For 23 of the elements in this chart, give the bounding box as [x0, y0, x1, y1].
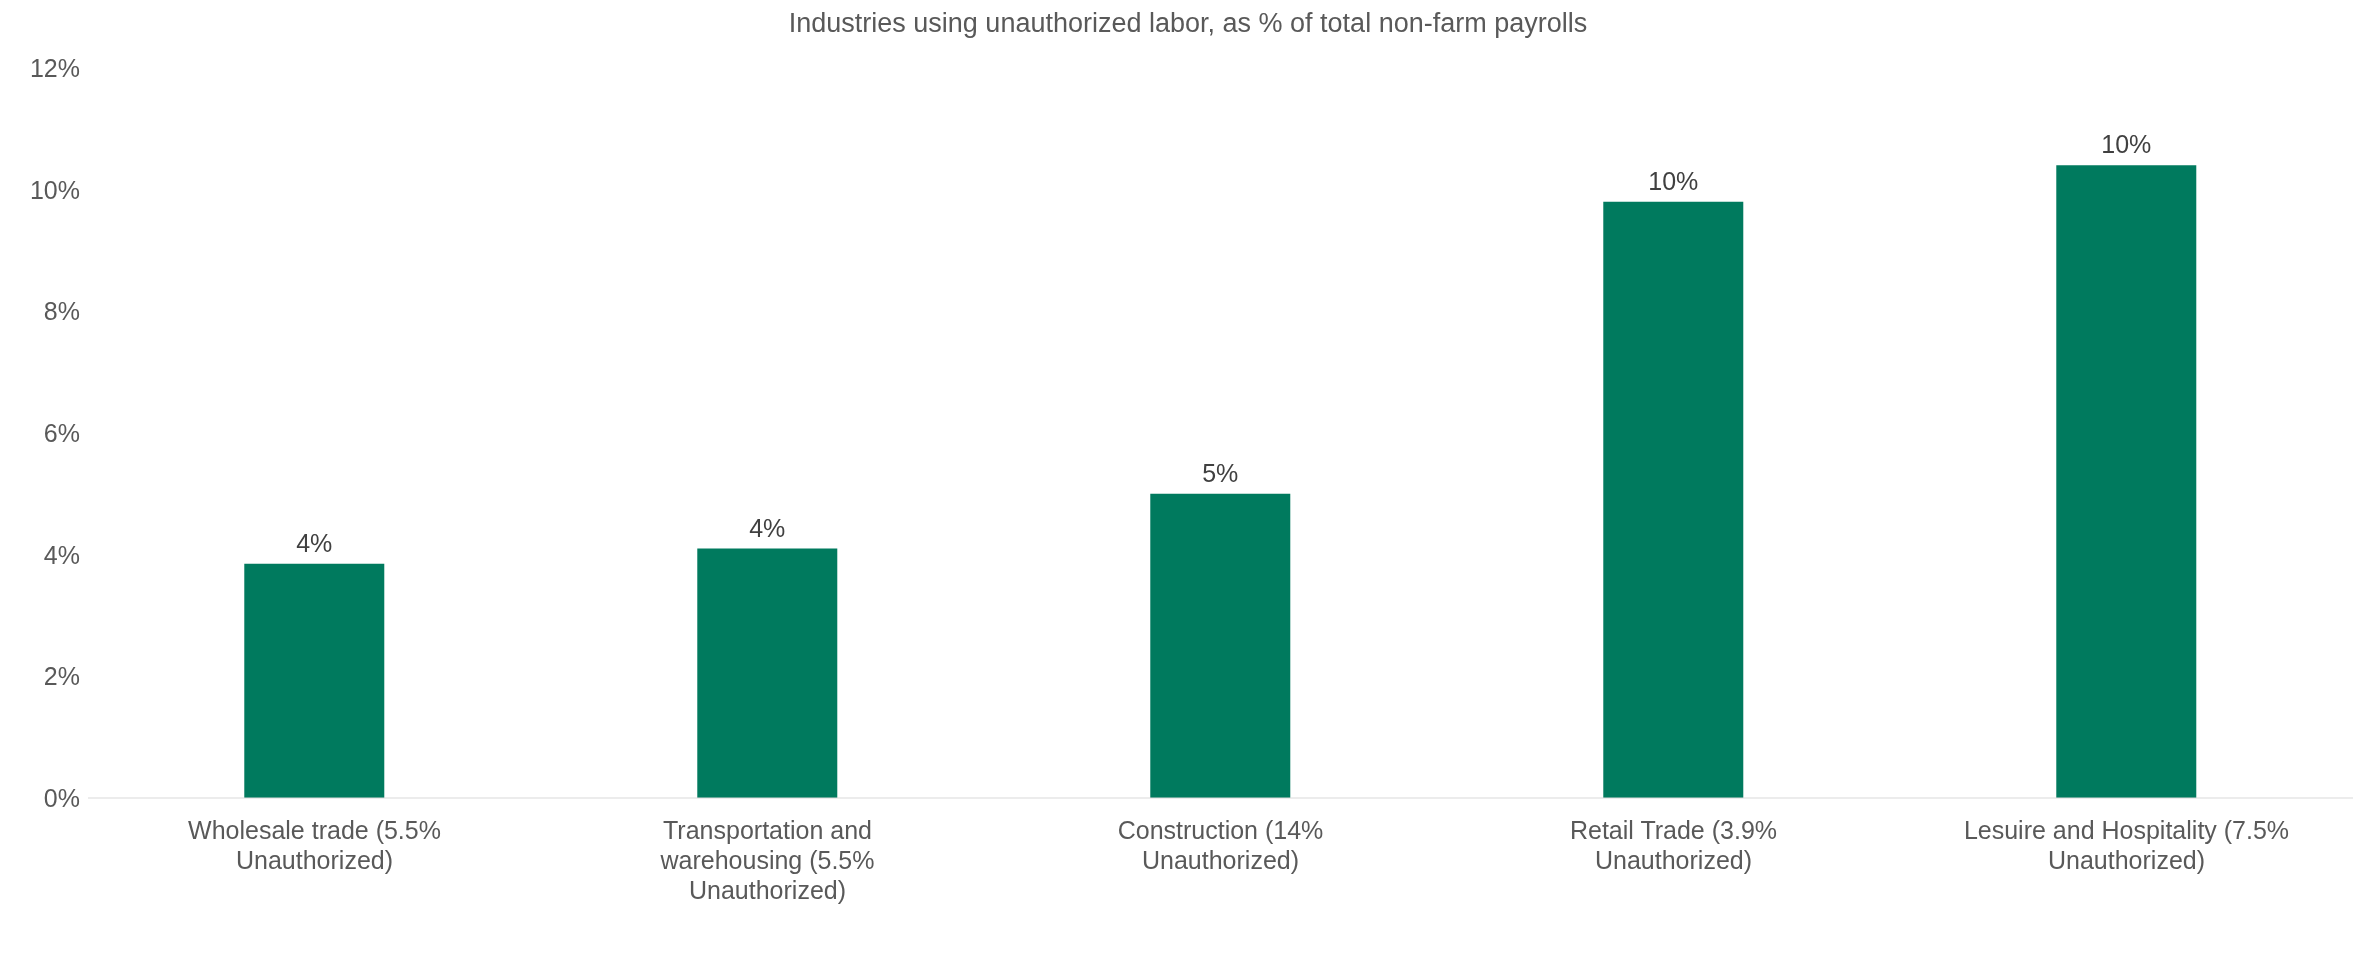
data-label: 4% — [749, 513, 786, 542]
bar — [1603, 201, 1744, 798]
y-tick-label: 10% — [29, 175, 80, 204]
x-tick-label: Retail Trade (3.9% Unauthorized) — [1569, 815, 1778, 874]
y-tick-label: 6% — [43, 418, 80, 447]
y-tick-label: 0% — [43, 783, 80, 812]
bar — [2056, 165, 2197, 798]
y-tick-label: 8% — [43, 297, 80, 326]
bar — [697, 548, 838, 798]
data-label: 10% — [2101, 130, 2152, 159]
y-tick-label: 2% — [43, 662, 80, 691]
x-tick-label: Wholesale trade (5.5% Unauthorized) — [188, 815, 441, 874]
y-tick-label: 12% — [29, 53, 80, 82]
data-label: 5% — [1202, 458, 1239, 487]
x-tick-label: Construction (14% Unauthorized) — [1117, 815, 1324, 874]
bar — [244, 563, 385, 798]
x-tick-label: Lesuire and Hospitality (7.5% Unauthorized) — [1963, 815, 2290, 874]
data-label: 4% — [296, 528, 333, 557]
x-tick-label: Transportation and warehousing (5.5% Unauthorized) — [659, 815, 875, 904]
bar — [1150, 493, 1291, 798]
chart-title: Industries using unauthorized labor, as % of total non-farm payrolls — [787, 8, 1589, 40]
data-label: 10% — [1648, 166, 1699, 195]
y-tick-label: 4% — [43, 540, 80, 569]
